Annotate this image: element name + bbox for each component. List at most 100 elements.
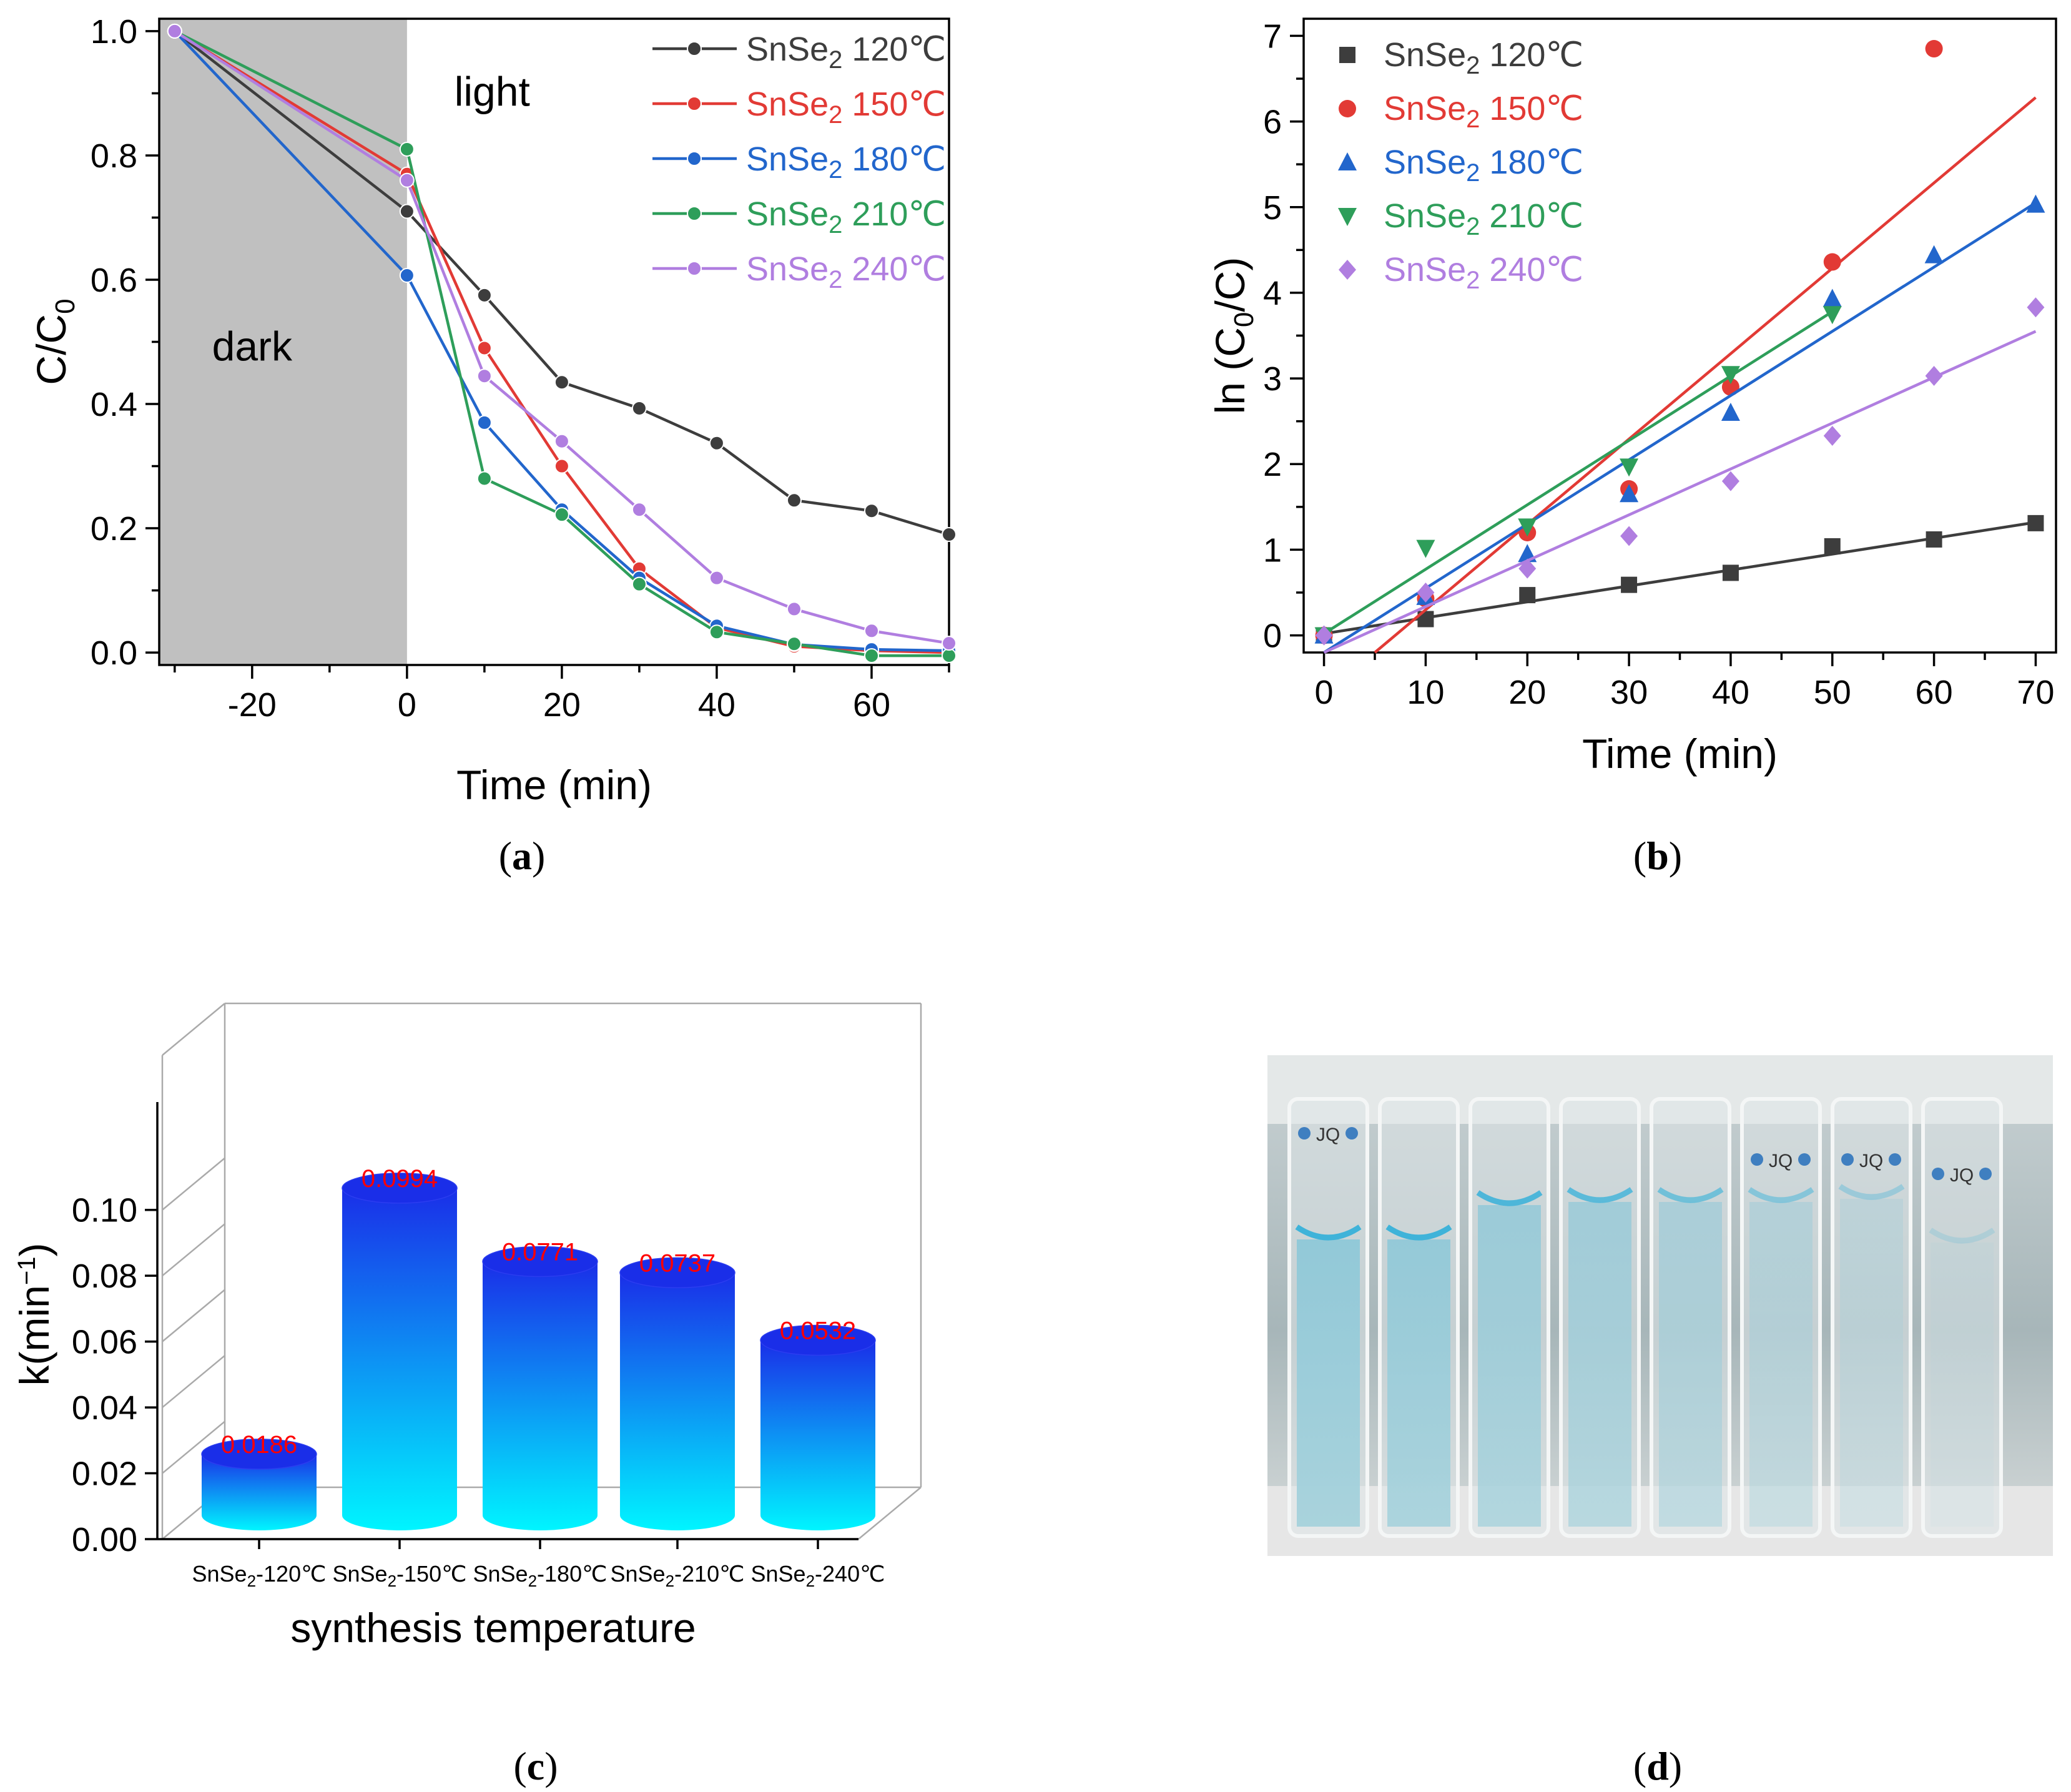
- y-tick-label: 1: [1263, 531, 1282, 569]
- data-point: [1924, 245, 1944, 263]
- y-tick-label: 0.10: [72, 1192, 137, 1229]
- data-point: [554, 458, 569, 474]
- bar-1: 0.0994: [342, 1165, 458, 1530]
- grid-diagonal: [162, 1420, 225, 1474]
- data-point: [1339, 100, 1356, 117]
- y-tick-label: 0.06: [72, 1324, 137, 1361]
- cuvette-mark: JQ: [1950, 1165, 1974, 1186]
- cuvette-liquid: [1931, 1243, 1994, 1527]
- data-point: [476, 340, 492, 356]
- data-point: [1721, 471, 1739, 491]
- data-point: [1621, 576, 1638, 593]
- data-point: [1416, 539, 1435, 558]
- grid-diagonal: [162, 1223, 225, 1277]
- cuvette-liquid: [1840, 1199, 1903, 1527]
- bar-cylinder: [620, 1273, 735, 1530]
- fit-line-240℃: [1323, 330, 2037, 654]
- cuvette-meniscus: [1567, 1187, 1633, 1203]
- y-tick-label: 3: [1263, 360, 1282, 398]
- cuvette-dot: [1298, 1127, 1311, 1140]
- data-point: [1518, 558, 1537, 579]
- data-point: [1519, 587, 1536, 604]
- legend-entry: SnSe2 180℃: [746, 140, 946, 184]
- panel-label-a: (a): [499, 834, 546, 878]
- y-tick-label: 2: [1263, 446, 1282, 483]
- cuvette-dot: [1345, 1127, 1358, 1140]
- bar-cylinder: [342, 1188, 457, 1530]
- cuvette-dot: [1841, 1153, 1854, 1166]
- data-point: [942, 636, 957, 651]
- dark-annotation: dark: [212, 323, 293, 369]
- cuvette-mark: JQ: [1859, 1151, 1883, 1171]
- bar-value-label: 0.0186: [221, 1431, 297, 1459]
- y-tick-label: 0: [1263, 618, 1282, 655]
- chart-c: 0.00 0.02 0.04 0.06 0.08 0.10 k(min−1) synthesi…: [11, 1002, 922, 1651]
- data-point: [1926, 531, 1942, 548]
- legend-marker: [687, 41, 702, 56]
- panel-label-c: (c): [513, 1744, 558, 1788]
- y-tick-label: 0.08: [72, 1258, 137, 1295]
- y-tick-label: 0.4: [91, 386, 137, 423]
- data-point: [1620, 526, 1638, 546]
- legend-entry: SnSe2 120℃: [1384, 36, 1583, 79]
- data-point: [1823, 288, 1842, 307]
- data-point: [942, 648, 957, 664]
- data-point: [2027, 514, 2044, 531]
- cuvette-dot: [1979, 1168, 1992, 1180]
- data-point: [1925, 40, 1943, 58]
- x-tick-label: 60: [1916, 674, 1953, 711]
- x-tick-label: 10: [1407, 674, 1444, 711]
- legend-marker: [687, 151, 702, 166]
- legend-entry: SnSe2 150℃: [1384, 90, 1583, 133]
- y-tick-label: 1.0: [91, 13, 137, 51]
- y-axis-label: ln (C0/C): [1207, 257, 1259, 415]
- panel-label-b: (b): [1633, 834, 1682, 878]
- cuvette-meniscus: [1295, 1224, 1362, 1241]
- grid-diagonal: [162, 1355, 225, 1409]
- data-point: [554, 433, 569, 449]
- bar-top: [760, 1324, 876, 1356]
- data-point: [863, 503, 879, 519]
- data-point: [1315, 625, 1333, 646]
- cuvette-meniscus: [1929, 1228, 1995, 1244]
- y-tick-label: 0.02: [72, 1455, 137, 1493]
- bar-value-label: 0.0532: [780, 1317, 856, 1344]
- cuvette-photo: JQ JQ JQ JQ: [1267, 1055, 2053, 1556]
- bar-value-label: 0.0737: [639, 1249, 716, 1277]
- data-point: [399, 172, 415, 188]
- y-tick-label: 0.00: [72, 1521, 137, 1558]
- x-axis-label: Time (min): [1582, 731, 1778, 777]
- x-tick-label: 20: [1508, 674, 1546, 711]
- x-tick-label: 0: [1315, 674, 1334, 711]
- data-point: [1338, 208, 1357, 226]
- data-point: [554, 375, 569, 390]
- chart-a: -20 0 20 40 60 0.0 0.2 0.4 0.6 0.8 1.0 Time (min) C/…: [28, 13, 957, 808]
- x-tick-label: 40: [698, 686, 735, 724]
- data-point: [399, 141, 415, 157]
- category-label: SnSe2-210℃: [610, 1561, 744, 1590]
- bar-cylinder: [202, 1454, 317, 1530]
- fit-line-150℃: [1374, 96, 2037, 654]
- cuvette-dot: [1751, 1153, 1763, 1166]
- bar-cylinder: [483, 1261, 598, 1530]
- cuvette-mark: JQ: [1769, 1151, 1793, 1171]
- cuvette-mark: JQ: [1316, 1125, 1340, 1145]
- bar-0: 0.0186: [201, 1431, 317, 1530]
- y-tick-label: 0.6: [91, 262, 137, 299]
- y-tick-label: 0.0: [91, 634, 137, 672]
- data-point: [1339, 47, 1355, 63]
- panel-label-d: (d): [1633, 1744, 1682, 1788]
- category-label: SnSe2-180℃: [473, 1561, 607, 1590]
- bar-top: [482, 1246, 598, 1278]
- data-point: [631, 400, 647, 416]
- y-tick-label: 4: [1263, 275, 1282, 312]
- data-point: [554, 507, 569, 523]
- x-tick-label: 0: [398, 686, 416, 724]
- data-point: [709, 435, 724, 451]
- y-tick-label: 0.04: [72, 1389, 137, 1427]
- data-point: [1518, 518, 1537, 537]
- data-point: [1721, 402, 1740, 421]
- category-label: SnSe2-150℃: [332, 1561, 466, 1590]
- bar-3: 0.0737: [619, 1249, 735, 1530]
